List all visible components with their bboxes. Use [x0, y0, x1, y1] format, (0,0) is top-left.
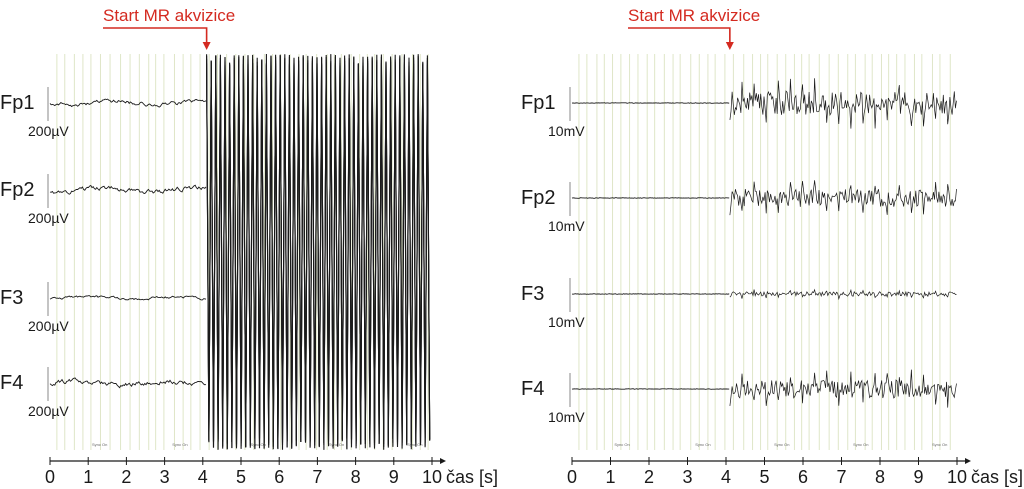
x-tick-label: 6 [798, 467, 808, 487]
annotation-arrowhead [202, 42, 211, 50]
channel-label: Fp1 [0, 92, 34, 114]
annotation-arrowhead [725, 42, 734, 50]
annotation-arrow-line [628, 27, 731, 46]
panel-left: Sync On Sync On Sync On Sync On Sync OnFp120… [0, 6, 498, 487]
scale-label: 200µV [28, 123, 69, 139]
scale-label: 10mV [548, 409, 585, 425]
x-tick-label: 7 [312, 467, 322, 487]
x-tick-label: 10 [422, 467, 442, 487]
trace-f4-artifact [206, 53, 431, 450]
trace-f3-pre [571, 293, 730, 295]
scale-label: 10mV [548, 123, 585, 139]
sync-marker-label: Sync On [172, 442, 187, 447]
x-tick-label: 5 [236, 467, 246, 487]
sync-marker-label: Sync On [92, 442, 107, 447]
x-tick-label: 10 [947, 467, 967, 487]
x-tick-label: 9 [913, 467, 923, 487]
grid-lines [578, 54, 951, 450]
channel-label: F4 [521, 378, 544, 400]
x-tick-label: 4 [721, 467, 731, 487]
trace-f4-artifact [729, 369, 957, 408]
x-tick-label: 2 [121, 467, 131, 487]
x-tick-label: 3 [682, 467, 692, 487]
sync-marker-label: Sync On [329, 442, 344, 447]
x-tick-label: 5 [759, 467, 769, 487]
sync-marker-label: Sync On [853, 442, 868, 447]
panel-right: Sync On Sync On Sync On Sync On Sync OnFp110… [521, 6, 1023, 487]
annotation-label: Start MR akvizice [628, 6, 760, 25]
annotation-arrow-line [103, 27, 208, 46]
x-tick-label: 7 [836, 467, 846, 487]
scale-label: 10mV [548, 314, 585, 330]
sync-marker-label: Sync On [251, 442, 266, 447]
x-tick-label: 8 [875, 467, 885, 487]
x-tick-label: 9 [389, 467, 399, 487]
annotation-label: Start MR akvizice [103, 6, 235, 25]
x-tick-label: 4 [198, 467, 208, 487]
x-tick-label: 8 [351, 467, 361, 487]
trace-fp2-pre [49, 184, 207, 195]
x-axis-label: čas [s] [971, 467, 1023, 487]
channel-label: F4 [0, 372, 23, 394]
trace-fp2-pre [571, 197, 730, 199]
x-tick-label: 1 [605, 467, 615, 487]
x-tick-label: 3 [160, 467, 170, 487]
scale-label: 200µV [28, 210, 69, 226]
sync-marker-label: Sync On [932, 442, 947, 447]
sync-marker-label: Sync On [695, 442, 710, 447]
x-tick-label: 1 [83, 467, 93, 487]
x-tick-label: 0 [45, 467, 55, 487]
scale-label: 10mV [548, 218, 585, 234]
x-tick-label: 0 [567, 467, 577, 487]
channel-label: Fp1 [521, 92, 555, 114]
trace-fp1-pre [571, 102, 730, 104]
channel-label: Fp2 [0, 179, 34, 201]
channel-label: F3 [521, 283, 544, 305]
channel-label: F3 [0, 287, 23, 309]
sync-marker-label: Sync On [614, 442, 629, 447]
x-axis-arrowhead [440, 458, 446, 464]
trace-f4-pre [49, 377, 207, 389]
sync-marker-label: Sync On [774, 442, 789, 447]
trace-fp1-artifact [729, 78, 957, 129]
trace-f3-artifact [729, 288, 957, 301]
x-axis-arrowhead [965, 458, 971, 464]
channel-label: Fp2 [521, 187, 555, 209]
x-tick-label: 6 [274, 467, 284, 487]
trace-fp2-artifact [729, 180, 957, 216]
scale-label: 200µV [28, 318, 69, 334]
trace-f4-pre [571, 388, 730, 390]
x-axis-label: čas [s] [446, 467, 498, 487]
scale-label: 200µV [28, 403, 69, 419]
trace-f3-pre [49, 295, 207, 301]
x-tick-label: 2 [644, 467, 654, 487]
sync-marker-label: Sync On [407, 442, 422, 447]
trace-fp1-pre [49, 98, 207, 108]
